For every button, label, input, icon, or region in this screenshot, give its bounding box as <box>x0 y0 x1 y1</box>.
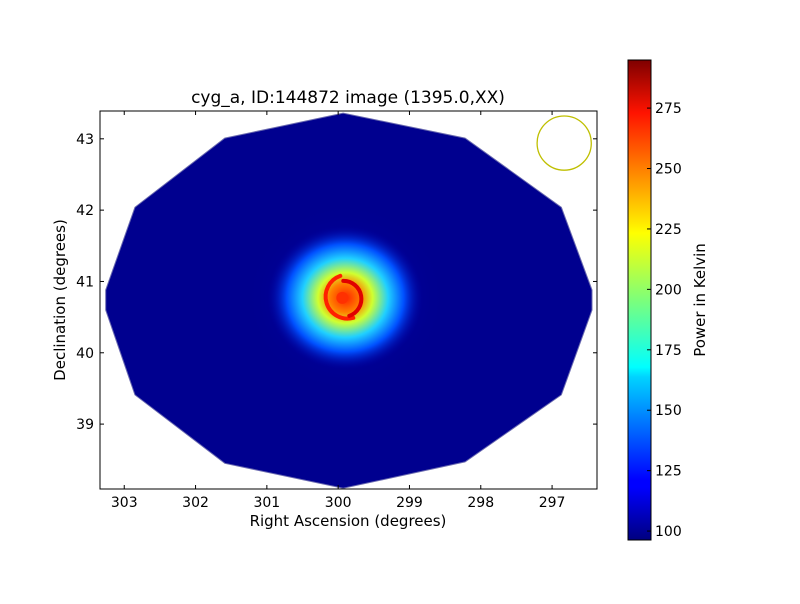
x-tick-label: 302 <box>182 495 209 511</box>
colorbar <box>627 59 652 541</box>
x-tick-label: 300 <box>325 495 352 511</box>
x-tick-label: 298 <box>467 495 494 511</box>
colorbar-tick-label: 150 <box>655 403 682 419</box>
x-tick-label: 299 <box>396 495 423 511</box>
y-tick-label: 43 <box>76 132 94 148</box>
source-ring-left <box>323 273 356 321</box>
y-tick-label: 42 <box>76 203 94 219</box>
axes-frame <box>99 110 598 490</box>
colorbar-tick-label: 200 <box>655 282 682 298</box>
y-axis-label: Declination (degrees) <box>51 219 69 381</box>
source-core <box>336 291 349 304</box>
colorbar-label: Power in Kelvin <box>691 243 709 357</box>
y-tick-label: 41 <box>76 274 94 290</box>
colorbar-tick-label: 225 <box>655 222 682 238</box>
source-ring-right <box>341 278 364 318</box>
colorbar-tick-label: 250 <box>655 162 682 178</box>
colorbar-axis: 100 125 150 175 200 225 250 275 <box>647 101 682 540</box>
y-tick-label: 40 <box>76 346 94 362</box>
x-tick-label: 301 <box>253 495 280 511</box>
heatmap-image <box>105 112 593 489</box>
y-tick-label: 39 <box>76 417 94 433</box>
beam-circle <box>536 115 592 171</box>
colorbar-tick-label: 100 <box>655 524 682 540</box>
colorbar-tick-label: 175 <box>655 343 682 359</box>
x-axis: 303 302 301 300 299 298 297 <box>111 111 566 511</box>
x-tick-label: 303 <box>111 495 138 511</box>
x-axis-label: Right Ascension (degrees) <box>250 512 447 530</box>
y-axis: 39 40 41 42 43 <box>76 132 597 433</box>
colorbar-tick-label: 125 <box>655 464 682 480</box>
colorbar-tick-label: 275 <box>655 101 682 117</box>
x-tick-label: 297 <box>539 495 566 511</box>
chart-title: cyg_a, ID:144872 image (1395.0,XX) <box>191 88 505 108</box>
